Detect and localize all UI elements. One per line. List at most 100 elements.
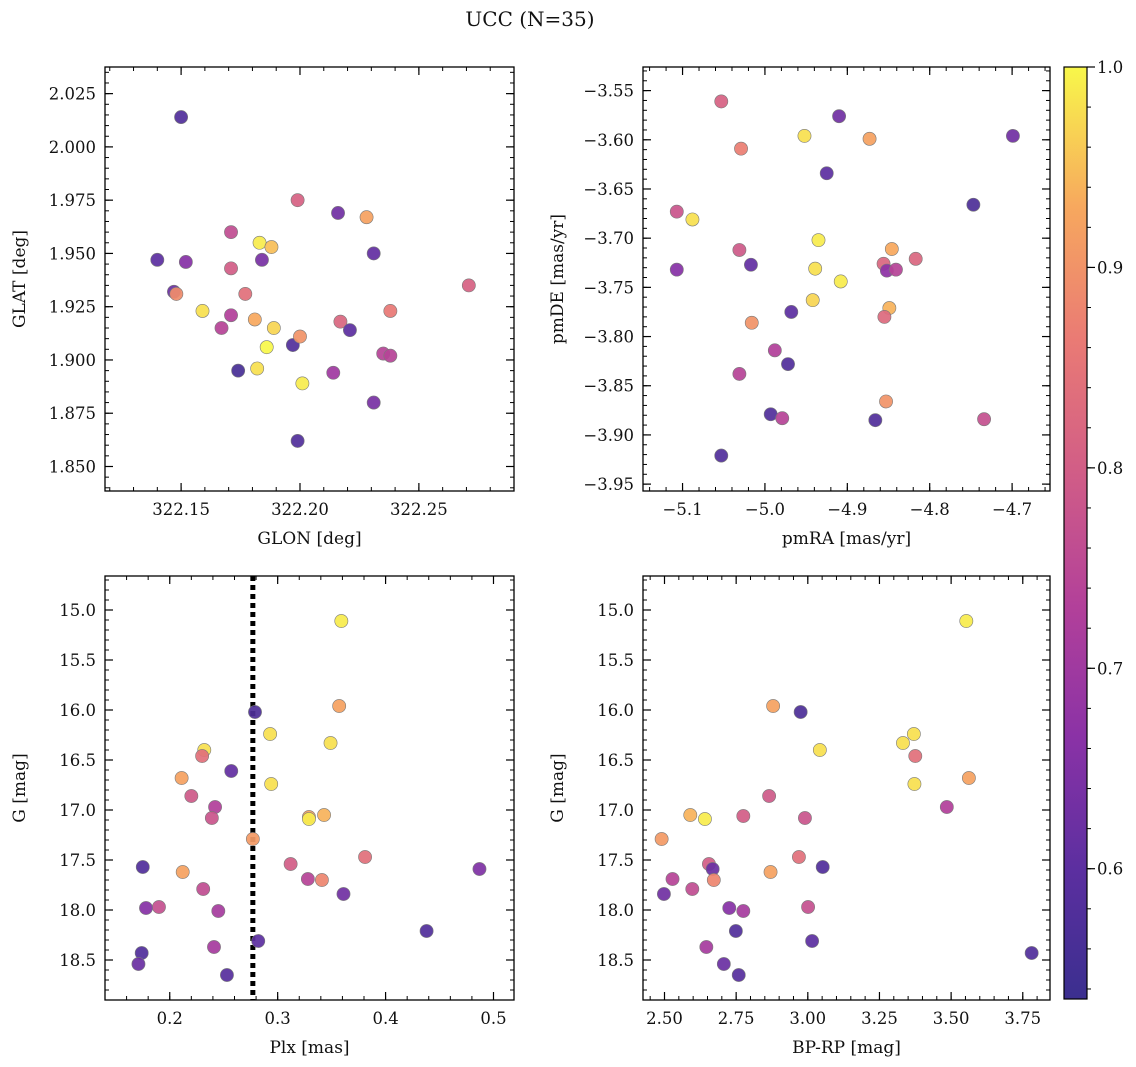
x-tick-label: 322.20 [271,500,329,519]
scatter-point [419,924,434,938]
scatter-point [224,764,239,778]
scatter-point [211,904,226,918]
scatter-point [150,252,165,267]
scatter-point [669,204,684,219]
scatter-point [174,110,188,124]
scatter-point [815,860,830,874]
scatter-point [808,261,823,276]
scatter-point [383,304,398,318]
colorbar-tick-label: 0.9 [1097,258,1123,277]
x-tick-label: 0.5 [480,1009,506,1028]
y-tick-label: −3.85 [583,377,634,396]
scatter-point [657,887,671,901]
panel-p1: 322.15 322.20 322.25 1.850 1.875 1.900 1.925 1.… [10,66,515,549]
y-tick-label: 17.0 [597,801,634,820]
scatter-point [736,809,751,823]
scatter-point [879,394,893,409]
scatter-point [245,832,260,846]
scatter-point [263,727,278,741]
y-tick-label: 18.0 [59,901,96,920]
scatter-point [207,940,221,954]
y-tick-label: 1.900 [49,351,96,370]
scatter-point [685,882,700,896]
scatter-point [135,860,150,874]
colorbar-tick-label: 0.6 [1097,860,1123,879]
scatter-point [832,109,846,124]
x-tick-label: 0.3 [265,1009,291,1028]
scatter-point [264,777,279,791]
y-tick-label: 2.000 [49,138,96,157]
scatter-point [323,736,338,750]
scatter-point [332,699,347,713]
x-tick-label: −5.0 [745,500,785,519]
colorbar-gradient [1063,66,1088,1000]
scatter-point [300,872,315,886]
scatter-point [214,321,229,335]
scatter-point [302,812,316,826]
scatter-point [906,727,921,741]
scatter-point [139,901,153,915]
scatter-point [259,340,274,355]
y-tick-label: 1.975 [49,191,96,210]
scatter-point [908,251,923,266]
scatter-point [797,128,812,143]
scatter-point [731,968,746,982]
scatter-point [766,699,781,713]
scatter-point [714,448,729,463]
scatter-point [877,309,892,324]
scatter-point [195,304,210,318]
scatter-point [178,255,193,269]
y-tick-label: −3.80 [583,328,634,347]
scatter-point [195,749,210,763]
scatter-point [295,376,310,391]
y-tick-label: 1.850 [49,457,96,476]
scatter-point [763,865,778,879]
scatter-point [939,800,954,814]
scatter-point [336,887,351,901]
scatter-point [255,252,269,267]
scatter-point [266,321,281,335]
scatter-point [252,235,267,250]
scatter-point [889,262,903,277]
scatter-point [290,434,305,448]
axes-frame [642,575,1051,1001]
scatter-point [358,850,372,864]
scatter-point [248,705,262,719]
scatter-point [767,343,782,358]
y-tick-label: 15.0 [59,601,96,620]
scatter-point [734,141,748,156]
colorbar-tick-label: 1.0 [1097,58,1123,77]
y-tick-label: 16.5 [59,751,96,770]
x-tick-label: −5.1 [663,500,703,519]
scatter-point [264,240,279,254]
x-tick-label: 0.2 [157,1009,183,1028]
panel-p3: 0.2 0.3 0.4 0.5 15.0 15.5 16.0 16.5 17.0 17.5 18.0… [10,575,515,1058]
y-tick-label: −3.60 [583,131,634,150]
scatter-point [220,968,234,982]
scatter-point [231,363,246,378]
scatter-point [283,857,298,871]
y-axis-label: pmDE [mas/yr] [548,214,568,344]
x-tick-label: 322.15 [152,500,210,519]
scatter-point [714,94,729,109]
scatter-point [359,210,374,225]
scatter-point [833,274,848,289]
scatter-point [762,789,777,803]
scatter-point [798,811,812,825]
scatter-point [366,395,381,410]
axes-frame [104,575,515,1001]
scatter-point [331,206,345,220]
y-tick-label: 1.875 [49,404,96,423]
x-tick-label: 322.25 [390,500,448,519]
x-axis-label: BP-RP [mag] [792,1038,901,1058]
y-axis-label: G [mag] [10,753,30,822]
scatter-point [862,131,877,146]
y-tick-label: 2.025 [49,85,96,104]
scatter-point [736,904,751,918]
scatter-point [793,705,808,719]
scatter-point [775,411,790,426]
scatter-point [896,736,910,750]
axes-frame [104,66,515,492]
y-tick-label: 18.0 [597,901,634,920]
scatter-point [290,193,305,208]
